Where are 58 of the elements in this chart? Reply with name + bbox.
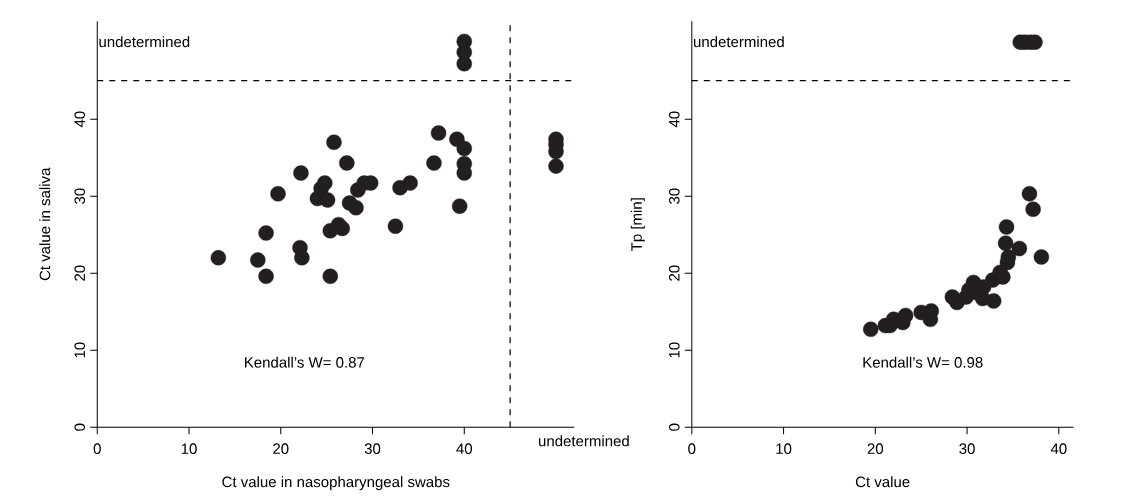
point <box>402 175 418 191</box>
point <box>897 307 914 324</box>
x-axis-title: Ct value in nasopharyngeal swabs <box>222 476 450 491</box>
annotation: undetermined <box>693 36 784 48</box>
x-tick-label: 30 <box>959 443 975 454</box>
annotation: Kendall’s W= 0.98 <box>863 356 983 368</box>
point <box>1025 201 1041 217</box>
point <box>1021 186 1038 202</box>
x-tick-label: 20 <box>867 443 884 454</box>
x-tick-label: 10 <box>776 443 792 454</box>
text: undetermined <box>539 435 629 447</box>
y-tick-label: 0 <box>74 423 86 431</box>
annotation: undetermined <box>99 36 190 48</box>
point <box>430 125 447 141</box>
point <box>348 200 364 216</box>
point <box>863 321 879 338</box>
point <box>210 250 227 266</box>
x-tick-label: 30 <box>364 443 381 454</box>
point <box>339 155 355 171</box>
point <box>258 225 274 241</box>
point <box>250 252 266 268</box>
point <box>985 293 1002 309</box>
point <box>451 198 468 214</box>
point <box>548 158 564 174</box>
x-tick-label: 40 <box>1050 443 1067 454</box>
y-tick-label: 40 <box>74 111 86 128</box>
point <box>319 192 336 208</box>
y-tick-label: 40 <box>668 111 680 128</box>
point <box>294 250 310 266</box>
x-tick-label: 20 <box>273 443 289 454</box>
y-tick-label: 0 <box>668 423 680 431</box>
y-tick-label: 30 <box>74 188 86 204</box>
y-axis-title: Tp [min] <box>630 198 645 252</box>
point <box>998 219 1015 235</box>
y-tick-label: 30 <box>668 188 680 204</box>
point <box>1011 240 1028 257</box>
point <box>326 134 342 150</box>
point <box>1033 249 1050 265</box>
point <box>258 268 274 284</box>
y-tick-label: 20 <box>74 265 86 281</box>
point <box>456 140 472 157</box>
point <box>997 235 1014 251</box>
point <box>387 218 404 234</box>
x-tick-label: 40 <box>456 443 473 454</box>
y-tick-label: 10 <box>668 342 680 358</box>
point <box>456 56 472 72</box>
x-axis-title: Ct value <box>855 476 910 488</box>
x-tick-label: 10 <box>181 443 197 454</box>
y-tick-label: 10 <box>74 342 86 358</box>
point <box>322 268 338 284</box>
y-tick-label: 20 <box>668 265 680 281</box>
point <box>270 186 286 202</box>
point <box>426 155 442 171</box>
y-axis-title: Ct value in saliva <box>39 167 51 281</box>
annotation: Kendall’s W= 0.87 <box>245 356 365 368</box>
x-tick-label: 0 <box>688 443 696 454</box>
x-tick-label: 0 <box>93 443 101 454</box>
point <box>293 165 309 181</box>
